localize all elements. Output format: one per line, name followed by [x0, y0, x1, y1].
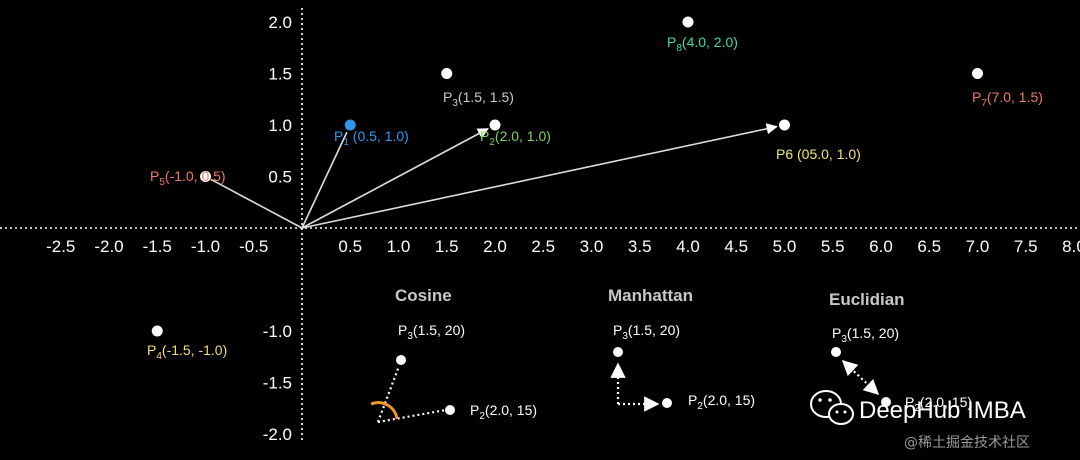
y-tick-label: 2.0: [268, 13, 292, 32]
point-label-p8: P8(4.0, 2.0): [667, 34, 738, 54]
point-label-p3: P3(1.5, 1.5): [443, 89, 514, 109]
x-tick-labels: -2.5 -2.0 -1.5 -1.0 -0.5 0.5 1.0 1.5 2.0 2.5 3.0 3.…: [46, 237, 1080, 256]
vector-p1: [301, 131, 348, 229]
panel-manhattan: Manhattan P3(1.5, 20) P2(2.0, 15): [608, 286, 755, 412]
y-tick-label: 1.5: [268, 65, 292, 84]
x-tick-label: 7.0: [966, 237, 990, 256]
cosine-point-b: [445, 405, 455, 415]
x-tick-label: -2.0: [94, 237, 123, 256]
panel-cosine: Cosine P3(1.5, 20) P2(2.0, 15): [370, 286, 537, 424]
x-tick-label: 4.5: [724, 237, 748, 256]
panel-title-cosine: Cosine: [395, 286, 452, 305]
manhattan-point-b: [662, 398, 672, 408]
panel-manhattan-b-label: P2(2.0, 15): [688, 392, 755, 412]
panel-title-euclidian: Euclidian: [829, 290, 905, 309]
x-tick-label: 2.0: [483, 237, 507, 256]
panel-title-manhattan: Manhattan: [608, 286, 693, 305]
y-tick-label: 1.0: [268, 116, 292, 135]
point-label-p2: P2(2.0, 1.0): [480, 128, 551, 148]
y-tick-label: -1.0: [263, 322, 292, 341]
y-tick-label: -1.5: [263, 374, 292, 393]
point-p7: [972, 68, 983, 79]
point-label-p4: P4(-1.5, -1.0): [147, 342, 227, 362]
panel-cosine-a-label: P3(1.5, 20): [398, 322, 465, 342]
watermark-site: @稀土掘金技术社区: [904, 435, 1030, 451]
x-tick-label: -1.0: [191, 237, 220, 256]
point-p5: [200, 171, 211, 182]
watermark-brand: DeepHub IMBA: [859, 397, 1026, 424]
x-tick-label: 6.5: [917, 237, 941, 256]
x-tick-label: 8.0: [1062, 237, 1080, 256]
y-tick-label: -2.0: [263, 425, 292, 444]
point-p1: [344, 119, 356, 131]
vector-p6: [301, 123, 778, 229]
vectors: [210, 123, 778, 229]
x-tick-label: 6.0: [869, 237, 893, 256]
x-tick-label: 5.0: [773, 237, 797, 256]
x-tick-label: 1.0: [387, 237, 411, 256]
watermark: DeepHub IMBA @稀土掘金技术社区: [810, 390, 1030, 451]
y-tick-label: 0.5: [268, 168, 292, 187]
point-p3: [441, 68, 453, 79]
point-p2: [489, 119, 501, 131]
x-tick-label: -1.5: [143, 237, 172, 256]
x-tick-label: -2.5: [46, 237, 75, 256]
point-label-p6: P6 (05.0, 1.0): [776, 146, 861, 162]
x-tick-label: 7.5: [1014, 237, 1038, 256]
euclidian-point-b: [881, 397, 891, 407]
panel-manhattan-a-label: P3(1.5, 20): [613, 322, 680, 342]
cosine-vector-b: [377, 408, 447, 424]
x-tick-label: 1.5: [435, 237, 459, 256]
panel-cosine-b-label: P2(2.0, 15): [470, 402, 537, 422]
y-tick-labels: 2.0 1.5 1.0 0.5 -1.0 -1.5 -2.0: [263, 13, 292, 444]
point-label-p5: P5(-1.0, 0.5): [150, 168, 226, 188]
point-p8: [682, 16, 694, 28]
panel-euclidian: Euclidian P3(1.5, 20) P2(2.0, 15): [829, 290, 972, 414]
point-p6: [779, 119, 790, 131]
point-p4: [151, 325, 163, 337]
manhattan-point-a: [613, 347, 623, 357]
point-label-p1: P1 (0.5, 1.0): [334, 128, 409, 148]
points: P1 (0.5, 1.0) P2(2.0, 1.0) P3(1.5, 1.5) P4(…: [147, 16, 1043, 362]
x-tick-label: 5.5: [821, 237, 845, 256]
euclidian-distance: [841, 359, 880, 396]
x-tick-label: 3.0: [580, 237, 604, 256]
x-tick-label: -0.5: [239, 237, 268, 256]
panel-euclidian-a-label: P3(1.5, 20): [832, 325, 899, 345]
x-tick-label: 4.0: [676, 237, 700, 256]
angle-arc: [370, 401, 399, 420]
x-tick-label: 0.5: [338, 237, 362, 256]
point-label-p7: P7(7.0, 1.5): [972, 89, 1043, 109]
x-tick-label: 2.5: [531, 237, 555, 256]
wechat-icon: [810, 390, 854, 425]
cosine-point-a: [396, 355, 406, 365]
vector-p5: [210, 178, 303, 229]
x-tick-label: 3.5: [628, 237, 652, 256]
vector-p2: [301, 128, 489, 229]
panel-euclidian-b-label: P2(2.0, 15): [905, 394, 972, 414]
euclidian-point-a: [831, 347, 841, 357]
